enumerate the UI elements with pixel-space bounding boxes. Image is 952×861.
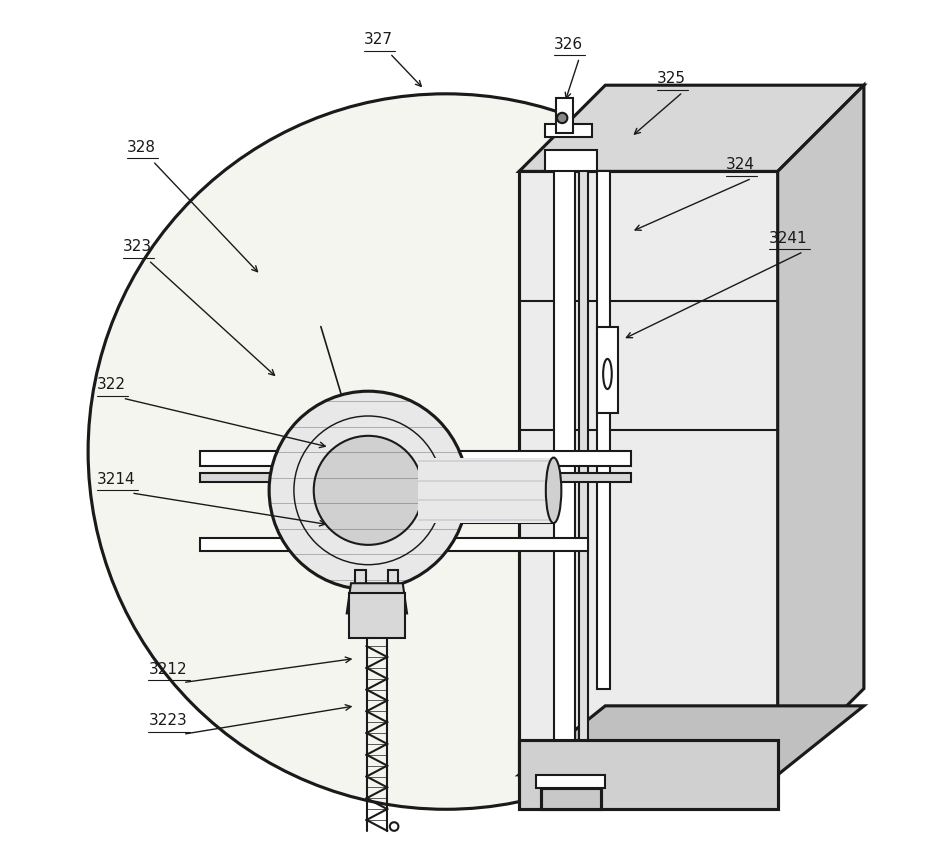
Bar [580,155,588,740]
Bar [388,571,399,627]
Bar [348,593,405,638]
Circle shape [557,114,567,124]
Bar [597,172,609,689]
Circle shape [89,95,803,809]
Text: 3212: 3212 [149,661,187,676]
Circle shape [389,822,399,831]
Polygon shape [519,86,863,172]
Bar [541,788,601,809]
Text: 3223: 3223 [149,713,188,728]
Bar [556,99,573,133]
Bar [200,538,588,551]
Bar [553,155,575,740]
Text: 322: 322 [97,377,126,392]
Circle shape [314,437,423,545]
Bar [200,474,631,482]
Text: 324: 324 [726,158,755,172]
Bar [597,327,618,413]
Text: 326: 326 [553,37,583,52]
Bar [545,125,592,138]
Bar [200,451,631,467]
Text: 323: 323 [123,239,151,254]
Ellipse shape [545,458,562,523]
Polygon shape [418,458,553,523]
Polygon shape [519,706,863,775]
Circle shape [269,392,467,590]
Bar [545,151,597,172]
Polygon shape [347,584,407,614]
Text: 328: 328 [127,140,156,155]
Text: 327: 327 [364,33,393,47]
Ellipse shape [604,360,612,390]
Bar [355,571,366,627]
Bar [519,740,778,809]
Bar [536,775,605,788]
Polygon shape [778,86,863,775]
Text: 3241: 3241 [769,231,807,245]
Bar [519,172,778,775]
Text: 3214: 3214 [97,472,135,486]
Text: 325: 325 [657,71,686,86]
